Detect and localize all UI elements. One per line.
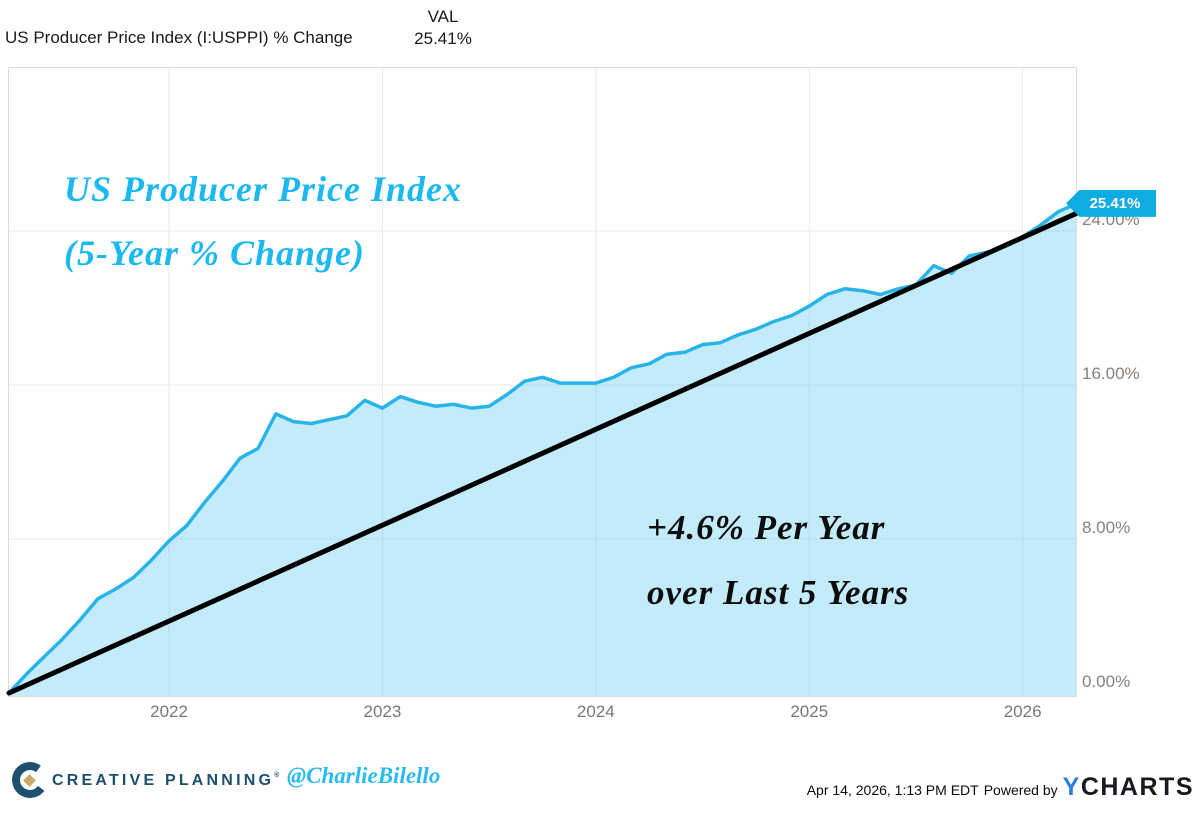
creative-planning-brand: CREATIVE PLANNING® xyxy=(52,772,279,790)
trend-annotation-line2: over Last 5 Years xyxy=(647,573,910,612)
series-label: US Producer Price Index (I:USPPI) % Chan… xyxy=(5,28,353,47)
y-axis-label: 16.00% xyxy=(1082,364,1140,383)
x-axis-label: 2024 xyxy=(576,702,615,721)
ycharts-wordmark: CHARTS xyxy=(1080,773,1194,801)
val-column-header: VAL xyxy=(427,7,459,26)
x-axis-label: 2022 xyxy=(150,702,188,721)
x-axis-label: 2025 xyxy=(790,702,829,721)
latest-value-badge: 25.41% xyxy=(1066,189,1156,217)
footer-attribution: Apr 14, 2026, 1:13 PM EDT Powered by YCH… xyxy=(807,773,1194,802)
x-axis-label: 2026 xyxy=(1003,702,1042,721)
latest-value-text: 25.41% xyxy=(1089,194,1141,212)
brand-text: CREATIVE PLANNING xyxy=(52,772,275,789)
timestamp: Apr 14, 2026, 1:13 PM EDT xyxy=(806,782,979,798)
ycharts-y-icon: Y xyxy=(1062,773,1081,801)
val-column-value: 25.41% xyxy=(414,29,472,48)
area-chart xyxy=(6,68,1089,696)
chart-title-line1: US Producer Price Index xyxy=(64,169,462,209)
x-axis-label: 2023 xyxy=(363,702,402,721)
trend-annotation-line1: +4.6% Per Year xyxy=(647,508,886,547)
registered-mark: ® xyxy=(274,772,280,779)
chart-title-line2: (5-Year % Change) xyxy=(64,233,365,273)
chart-panel: US Producer Price Index (5-Year % Change… xyxy=(6,67,1089,697)
ycharts-logo: YCHARTS xyxy=(1063,773,1194,802)
twitter-handle: @CharlieBilello xyxy=(287,763,441,788)
y-axis-label: 0.00% xyxy=(1082,672,1131,691)
y-axis-label: 8.00% xyxy=(1082,518,1131,537)
powered-by-label: Powered by xyxy=(983,782,1058,798)
